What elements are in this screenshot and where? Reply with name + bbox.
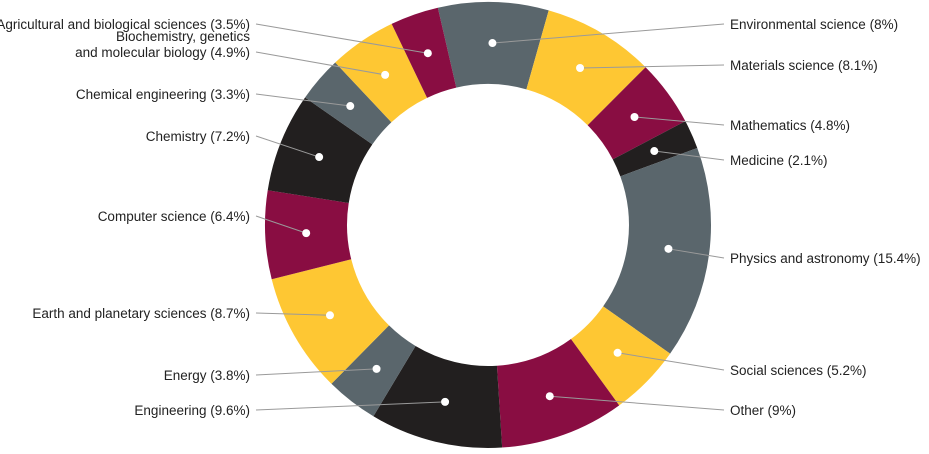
slice-label-line: Mathematics (4.8%) [730, 118, 850, 133]
slice-label-line: and molecular biology (4.9%) [75, 45, 250, 60]
callout-dot-computer-science [302, 229, 311, 238]
callout-dot-materials-science [576, 63, 585, 72]
slice-biochemistry-genetics-and-molecular-biology [335, 23, 428, 123]
callout-line-earth-and-planetary-sciences [255, 312, 330, 316]
slice-label-energy: Energy (3.8%) [164, 368, 250, 383]
callout-line-energy [255, 368, 377, 376]
slice-label-line: Physics and astronomy (15.4%) [730, 251, 921, 266]
slice-label-line: Biochemistry, genetics [116, 29, 250, 44]
callout-dot-social-sciences [613, 348, 622, 357]
slice-label-line: Engineering (9.6%) [134, 403, 250, 418]
callout-line-environmental-science [492, 23, 725, 44]
slice-label-environmental-science: Environmental science (8%) [730, 17, 898, 32]
callout-dot-chemical-engineering [346, 102, 355, 111]
slice-label-social-sciences: Social sciences (5.2%) [730, 363, 867, 378]
callout-line-materials-science [580, 64, 725, 69]
slice-chemistry [267, 97, 373, 204]
callout-line-engineering [255, 401, 446, 411]
slices-group [265, 1, 711, 448]
callout-line-mathematics [634, 116, 725, 126]
callout-line-physics-and-astronomy [668, 248, 725, 259]
slice-label-line: Social sciences (5.2%) [730, 363, 867, 378]
callout-line-agricultural-and-biological-sciences [255, 23, 428, 54]
slice-label-line: Chemistry (7.2%) [146, 129, 250, 144]
callout-line-medicine [654, 150, 725, 161]
slice-label-agricultural-and-biological-sciences: Agricultural and biological sciences (3.… [0, 17, 250, 32]
slice-label-biochemistry-genetics-and-molecular-biology: Biochemistry, genetics and molecular biol… [75, 29, 250, 60]
slice-label-line: Energy (3.8%) [164, 368, 250, 383]
slice-label-chemistry: Chemistry (7.2%) [146, 129, 250, 144]
callout-dot-engineering [441, 397, 450, 406]
slice-mathematics [587, 67, 686, 160]
slice-label-other: Other (9%) [730, 403, 796, 418]
slice-label-line: Other (9%) [730, 403, 796, 418]
slice-other [496, 339, 620, 448]
slice-label-line: Medicine (2.1%) [730, 153, 828, 168]
slice-label-engineering: Engineering (9.6%) [134, 403, 250, 418]
slice-label-line: Agricultural and biological sciences (3.… [0, 17, 250, 32]
slice-label-medicine: Medicine (2.1%) [730, 153, 828, 168]
slice-label-line: Materials science (8.1%) [730, 58, 878, 73]
slice-engineering [373, 345, 503, 448]
slice-label-line: Chemical engineering (3.3%) [76, 87, 250, 102]
slice-label-materials-science: Materials science (8.1%) [730, 58, 878, 73]
callout-dot-mathematics [630, 112, 639, 121]
callout-dot-earth-and-planetary-sciences [325, 311, 334, 320]
callout-dot-physics-and-astronomy [664, 244, 673, 253]
callout-dot-biochemistry-genetics-and-molecular-biology [381, 70, 390, 79]
callout-dot-chemistry [315, 153, 324, 162]
callout-dot-medicine [650, 147, 659, 156]
slice-label-chemical-engineering: Chemical engineering (3.3%) [76, 87, 250, 102]
callout-line-social-sciences [617, 352, 725, 371]
callout-line-chemical-engineering [255, 93, 351, 107]
callout-line-chemistry [255, 135, 320, 158]
slice-label-earth-and-planetary-sciences: Earth and planetary sciences (8.7%) [32, 306, 250, 321]
callout-dot-environmental-science [488, 39, 497, 48]
slice-label-computer-science: Computer science (6.4%) [98, 209, 250, 224]
slice-label-line: Earth and planetary sciences (8.7%) [32, 306, 250, 321]
callout-dot-other [545, 392, 554, 401]
callouts-group: Environmental science (8%) Materials scie… [0, 17, 921, 418]
callout-dot-energy [372, 364, 381, 373]
callout-line-biochemistry-genetics-and-molecular-biology [255, 51, 386, 76]
slice-label-line: Environmental science (8%) [730, 17, 898, 32]
slice-social-sciences [570, 306, 671, 406]
slice-earth-and-planetary-sciences [271, 259, 389, 384]
callout-line-other [549, 395, 725, 411]
slice-physics-and-astronomy [603, 147, 711, 354]
slice-label-line: Computer science (6.4%) [98, 209, 250, 224]
slice-label-physics-and-astronomy: Physics and astronomy (15.4%) [730, 251, 921, 266]
callout-dot-agricultural-and-biological-sciences [423, 49, 432, 58]
callout-line-computer-science [255, 215, 307, 234]
slice-label-mathematics: Mathematics (4.8%) [730, 118, 850, 133]
